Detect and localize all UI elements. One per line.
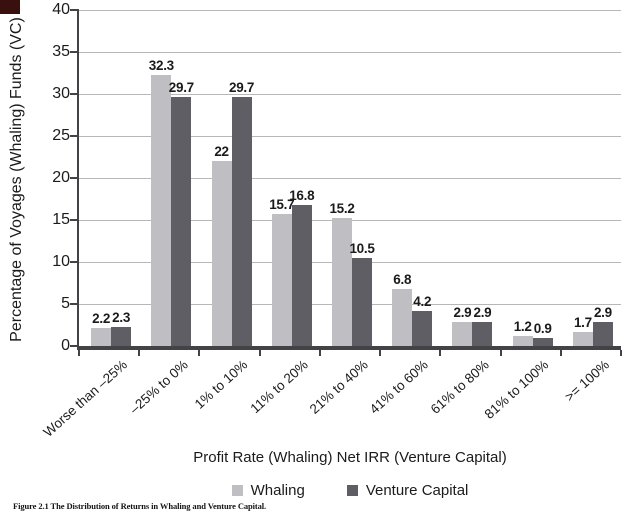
x-category-label: –25% to 0% (126, 357, 191, 417)
corner-mark (0, 0, 20, 14)
bar-value-label: 15.7 (269, 197, 295, 213)
bar-value-label: 1.2 (513, 318, 532, 334)
x-tick (439, 350, 442, 356)
bar-value-label: 22 (214, 144, 229, 160)
bar-venture-capital-1 (171, 96, 192, 346)
y-tick-label: 10 (52, 253, 70, 270)
bar-value-label: 2.9 (473, 304, 492, 320)
bar-value-label: 2.9 (453, 304, 472, 320)
y-tick (70, 219, 77, 221)
figure-caption: Figure 2.1 The Distribution of Returns i… (13, 501, 267, 511)
gridline (79, 136, 621, 137)
legend-label-whaling: Whaling (250, 482, 305, 499)
bar-whaling-5 (392, 288, 413, 346)
bar-value-label: 10.5 (349, 240, 375, 256)
x-axis-line (77, 346, 621, 350)
y-tick-label: 5 (61, 295, 70, 312)
y-tick-label: 20 (52, 169, 70, 186)
y-axis-line (77, 9, 79, 350)
y-tick-label: 0 (61, 337, 70, 354)
legend-swatch-venture-capital (346, 485, 358, 496)
x-tick (198, 350, 201, 356)
y-tick-label: 40 (52, 1, 70, 18)
bar-value-label: 1.7 (573, 314, 592, 330)
y-tick (70, 93, 77, 95)
bar-value-label: 0.9 (533, 321, 552, 337)
x-axis-title: Profit Rate (Whaling) Net IRR (Venture C… (193, 449, 507, 466)
bar-venture-capital-3 (291, 204, 312, 346)
y-tick-label: 15 (52, 211, 70, 228)
x-tick (620, 350, 622, 356)
bar-whaling-8 (572, 331, 593, 346)
bar-venture-capital-7 (532, 338, 553, 346)
bar-whaling-1 (151, 74, 172, 346)
y-tick (70, 9, 77, 11)
x-category-label: Worse than –25% (40, 357, 131, 440)
x-category-label: >= 100% (561, 357, 612, 405)
bar-value-label: 32.3 (148, 57, 174, 73)
x-category-label: 1% to 10% (192, 357, 251, 412)
x-tick (138, 350, 141, 356)
x-tick (78, 350, 80, 356)
y-tick (70, 261, 77, 263)
bar-venture-capital-8 (592, 321, 613, 346)
bar-whaling-0 (91, 327, 112, 346)
x-category-label: 21% to 40% (306, 357, 372, 417)
y-tick-label: 30 (52, 85, 70, 102)
bar-whaling-7 (512, 335, 533, 346)
x-tick (258, 350, 261, 356)
x-tick (379, 350, 382, 356)
y-tick (70, 303, 77, 305)
bar-whaling-3 (271, 214, 292, 346)
y-tick-label: 35 (52, 43, 70, 60)
legend-item-whaling: Whaling (231, 482, 305, 499)
bar-venture-capital-6 (472, 321, 493, 346)
x-tick (559, 350, 562, 356)
bar-value-label: 15.2 (329, 201, 355, 217)
bar-value-label: 2.3 (112, 309, 131, 325)
legend-label-venture-capital: Venture Capital (365, 482, 469, 499)
x-tick (499, 350, 502, 356)
y-tick-label: 25 (52, 127, 70, 144)
bar-value-label: 2.2 (92, 310, 111, 326)
gridline (79, 10, 621, 11)
x-category-label: 81% to 100% (481, 357, 552, 422)
bar-venture-capital-0 (111, 326, 132, 346)
legend: Whaling Venture Capital (79, 482, 621, 499)
y-tick (70, 51, 77, 53)
bar-whaling-2 (211, 161, 232, 346)
bar-value-label: 2.9 (593, 304, 612, 320)
bar-value-label: 29.7 (168, 79, 194, 95)
gridline (79, 94, 621, 95)
x-tick (318, 350, 321, 356)
x-category-label: 11% to 20% (247, 357, 311, 417)
bar-value-label: 4.2 (413, 293, 432, 309)
y-axis-title: Percentage of Voyages (Whaling) Funds (V… (8, 17, 25, 342)
y-tick (70, 135, 77, 137)
legend-item-venture-capital: Venture Capital (346, 482, 469, 499)
bar-whaling-6 (452, 321, 473, 346)
legend-swatch-whaling (231, 485, 243, 496)
gridline (79, 52, 621, 53)
bar-venture-capital-4 (352, 257, 372, 346)
bar-venture-capital-2 (231, 96, 252, 346)
x-category-label: 61% to 80% (427, 357, 492, 417)
gridline (79, 178, 621, 179)
y-tick (70, 345, 77, 347)
bar-venture-capital-5 (412, 310, 433, 346)
x-category-label: 41% to 60% (367, 357, 432, 417)
bar-value-label: 29.7 (229, 79, 255, 95)
bar-value-label: 16.8 (289, 187, 315, 203)
bar-value-label: 6.8 (393, 271, 412, 287)
y-tick (70, 177, 77, 179)
bar-whaling-4 (332, 218, 352, 346)
